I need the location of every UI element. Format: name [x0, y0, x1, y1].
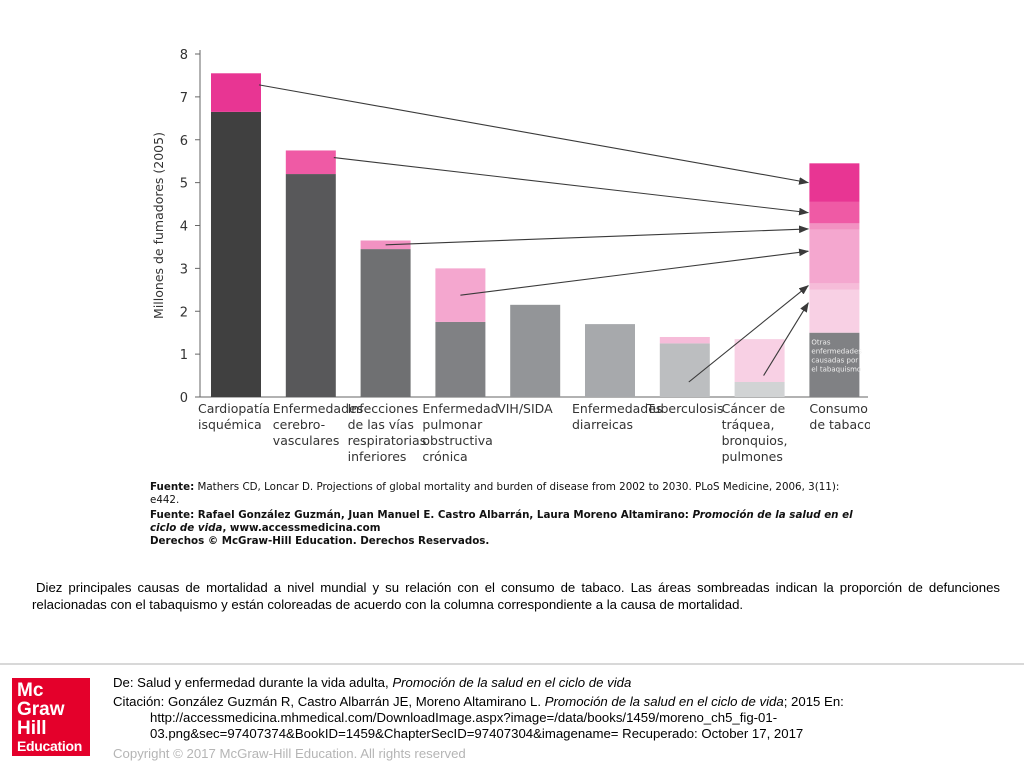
summary-segment [809, 289, 860, 333]
x-tick-label: Cardiopatía [198, 401, 270, 416]
y-tick-label: 6 [180, 134, 188, 149]
bar-tobacco [659, 336, 710, 344]
summary-segment [809, 163, 860, 202]
x-tick-label: pulmones [722, 449, 783, 464]
citation-url[interactable]: http://accessmedicina.mhmedical.com/Down… [150, 710, 804, 741]
summary-annotation: causadas por [811, 357, 858, 365]
source-note-1: Fuente: Mathers CD, Loncar D. Projection… [150, 481, 865, 507]
x-tick-label: Enfermedades [273, 401, 363, 416]
x-tick-label: respiratorias [348, 433, 427, 448]
y-tick-label: 5 [180, 177, 188, 192]
y-tick-label: 8 [180, 48, 188, 63]
source-authors: Rafael González Guzmán, Juan Manuel E. C… [194, 509, 693, 521]
source-url: , www.accessmedicina.com [222, 522, 381, 534]
y-axis-label: Millones de fumadores (2005) [151, 132, 166, 319]
y-tick-label: 3 [180, 262, 188, 277]
summary-segment [809, 229, 860, 284]
x-tick-label: crónica [422, 449, 467, 464]
link-arrow [688, 285, 809, 383]
y-tick-label: 7 [180, 91, 188, 106]
x-tick-label: VIH/SIDA [497, 401, 553, 416]
figure: 0 1 2 3 4 5 6 7 8 Millones de fumadores (2005) Car… [150, 40, 870, 548]
x-tick-label: de tabaco [809, 417, 870, 432]
source-book-title: Promoción de la salud en el ciclo de vid… [150, 509, 853, 534]
citation-footer: De: Salud y enfermedad durante la vida a… [113, 675, 1013, 745]
link-arrow [258, 84, 809, 185]
link-arrow [460, 248, 809, 296]
x-tick-label: Tuberculosis [646, 401, 724, 416]
x-tick-label: isquémica [198, 417, 262, 432]
x-tick-label: Enfermedad [422, 401, 498, 416]
source-rights: Derechos © McGraw-Hill Education. Derech… [150, 535, 490, 547]
y-tick-label: 2 [180, 305, 188, 320]
y-tick-label: 4 [180, 220, 188, 235]
x-tick-label: tráquea, [722, 417, 775, 432]
bar-tobacco [285, 150, 336, 175]
x-tick-label: vasculares [273, 433, 340, 448]
bar-base [435, 321, 486, 397]
source-note-2: Fuente: Rafael González Guzmán, Juan Man… [150, 509, 865, 548]
bar-base [734, 381, 785, 397]
y-tick-label: 1 [180, 348, 188, 363]
summary-segment [809, 201, 860, 224]
bar-tobacco [734, 339, 785, 382]
bar-base [285, 174, 336, 397]
bar-tobacco [360, 240, 411, 250]
x-tick-label: Cáncer de [722, 401, 786, 416]
copyright-notice: Copyright © 2017 McGraw-Hill Education. … [113, 746, 466, 761]
source-label: Fuente: [150, 509, 195, 521]
x-tick-label: Infecciones [348, 401, 419, 416]
x-tick-label: cerebro- [273, 417, 325, 432]
x-tick-label: inferiores [348, 449, 407, 464]
source-label: Fuente: [150, 481, 195, 493]
x-tick-label: Consumo [809, 401, 868, 416]
x-tick-label: bronquios, [722, 433, 788, 448]
summary-annotation: enfermedades [811, 348, 862, 356]
link-arrow [333, 156, 809, 216]
x-tick-label: de las vías [348, 417, 414, 432]
bar-tobacco [211, 73, 261, 112]
figure-caption: Diez principales causas de mortalidad a … [32, 580, 1000, 612]
bar-base [211, 111, 261, 397]
bar-base [659, 343, 710, 397]
summary-segment [809, 223, 860, 230]
summary-segment [809, 332, 860, 397]
y-tick-label: 0 [180, 391, 188, 406]
x-tick-label: obstructiva [422, 433, 492, 448]
footer-divider [0, 663, 1024, 665]
link-arrow [763, 302, 809, 376]
summary-annotation: Otras [811, 339, 830, 347]
footer-citation: Citación: González Guzmán R, Castro Alba… [113, 694, 1013, 742]
link-arrow [385, 225, 809, 246]
bar-base [510, 304, 561, 397]
summary-segment [809, 283, 860, 290]
x-tick-label: diarreicas [572, 417, 633, 432]
summary-annotation: el tabaquismo [811, 366, 861, 374]
x-tick-label: Enfermedades [572, 401, 662, 416]
x-tick-label: pulmonar [422, 417, 483, 432]
bar-base [360, 249, 411, 397]
stacked-bar-chart: 0 1 2 3 4 5 6 7 8 Millones de fumadores (2005) Car… [151, 48, 870, 464]
mcgraw-hill-logo: Mc Graw Hill Education [12, 678, 90, 756]
source-text: Mathers CD, Loncar D. Projections of glo… [150, 481, 840, 506]
footer-from: De: Salud y enfermedad durante la vida a… [113, 675, 632, 690]
bar-base [585, 324, 635, 397]
